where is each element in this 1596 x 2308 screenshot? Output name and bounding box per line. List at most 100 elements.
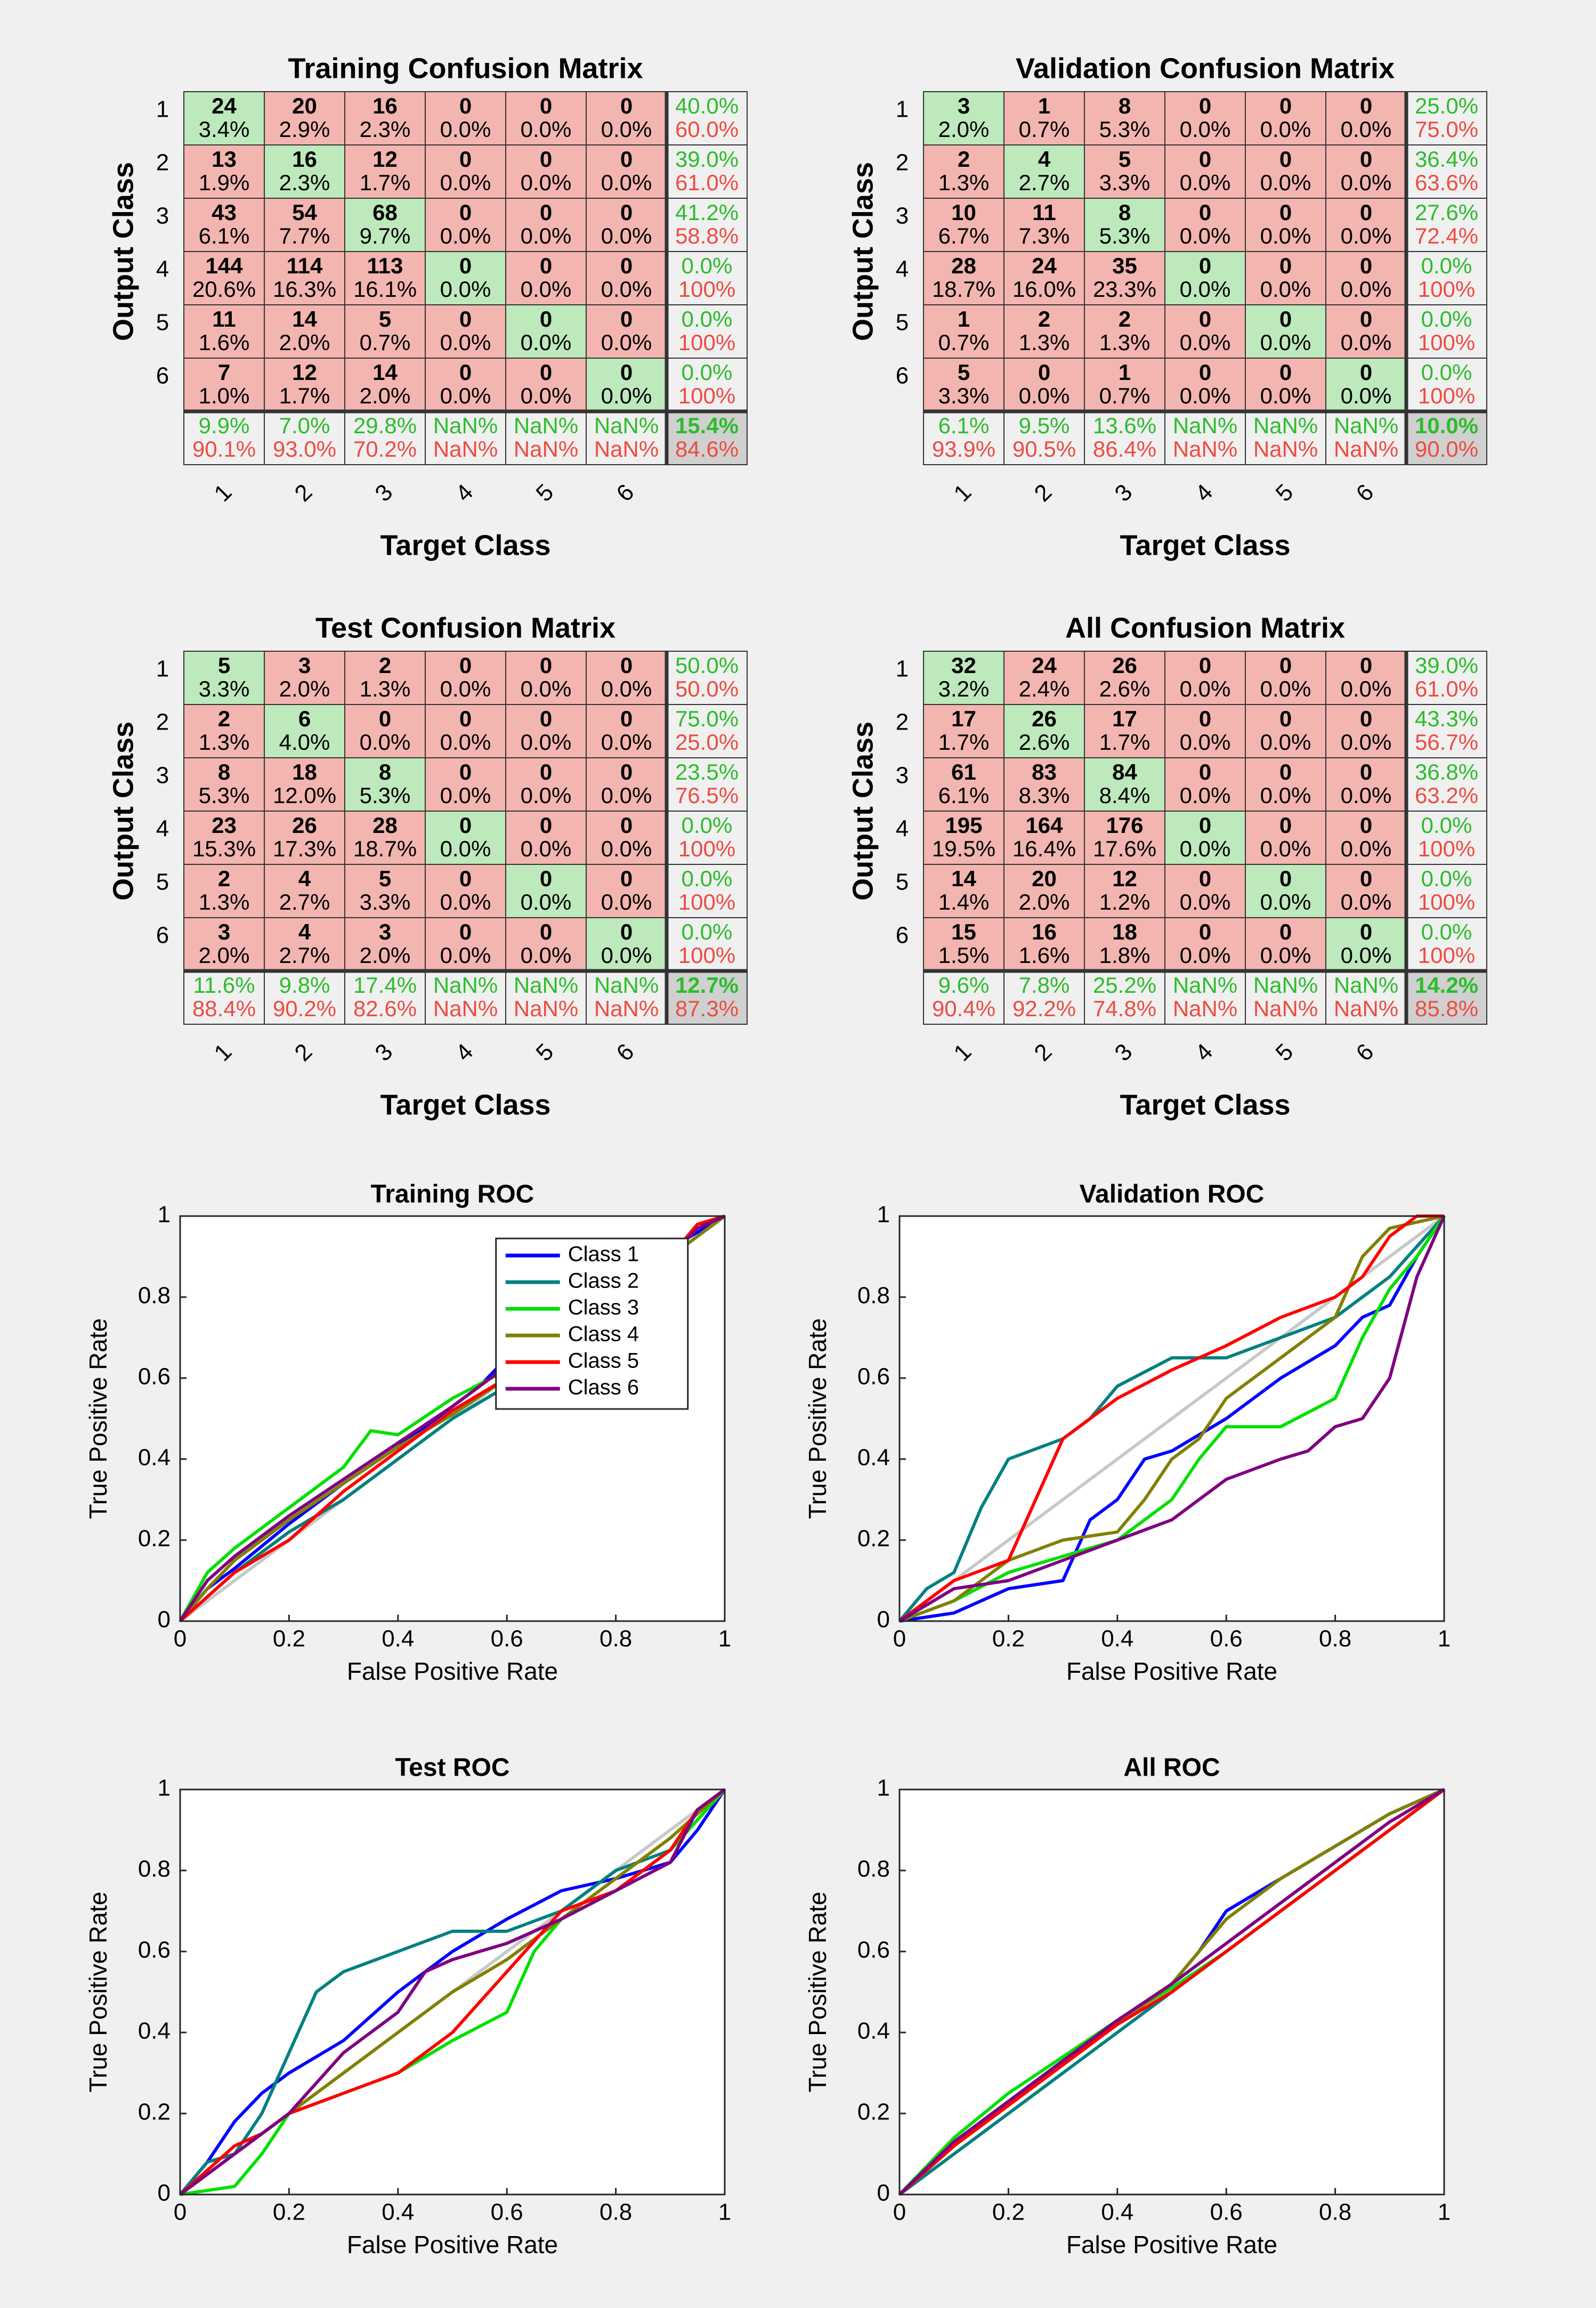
cell-top-value: 0 (540, 93, 552, 118)
matrix-ylabel: Output Class (107, 722, 139, 901)
cell-top-value: 29.8% (353, 413, 417, 438)
cell-top-value: 3 (218, 919, 230, 944)
cell-bottom-value: NaN% (1334, 996, 1398, 1021)
cell-bottom-value: 85.8% (1415, 996, 1478, 1021)
x-tick-label: 1 (1438, 1626, 1451, 1652)
cell-top-value: 0 (1279, 813, 1292, 838)
cell-bottom-value: 0.0% (1180, 783, 1231, 808)
cell-bottom-value: 12.0% (273, 783, 336, 808)
cell-top-value: NaN% (1253, 413, 1318, 438)
cell-top-value: 0 (540, 759, 552, 784)
axes-box (179, 1788, 726, 2196)
matrix-cell (344, 251, 426, 305)
matrix-cell (1325, 411, 1407, 465)
cell-top-value: 0 (1199, 253, 1211, 278)
x-tick-label: 0.2 (992, 2199, 1025, 2225)
matrix-cell (1003, 198, 1085, 252)
roc-title: Test ROC (395, 1754, 509, 1782)
matrix-cell (183, 651, 265, 705)
cell-bottom-value: 2.4% (1019, 676, 1070, 701)
cell-top-value: 5 (379, 306, 391, 331)
cell-top-value: 2 (379, 653, 391, 678)
cell-bottom-value: 0.0% (440, 730, 491, 755)
matrix-cell (1164, 91, 1246, 145)
matrix-cell (264, 91, 345, 145)
cell-top-value: 0 (540, 653, 552, 678)
cell-bottom-value: 0.7% (1019, 117, 1070, 142)
cell-top-value: 6 (298, 706, 311, 731)
cell-top-value: 0 (1199, 813, 1211, 838)
cell-bottom-value: 0.0% (1341, 117, 1392, 142)
x-tick-label: 0.6 (491, 2199, 523, 2225)
matrix-cell (1164, 198, 1246, 252)
x-tick-label: 0.4 (1101, 2199, 1133, 2225)
cell-bottom-value: 0.0% (601, 783, 652, 808)
output-class-tick: 5 (156, 869, 169, 895)
cell-top-value: NaN% (433, 413, 498, 438)
cell-bottom-value: 0.0% (521, 676, 572, 701)
cell-bottom-value: 0.0% (440, 170, 491, 195)
cell-bottom-value: 0.0% (1260, 383, 1311, 408)
cell-bottom-value: 100% (1418, 383, 1475, 408)
cell-top-value: 114 (287, 253, 323, 278)
matrix-cell (923, 91, 1004, 145)
cell-top-value: 0 (1199, 759, 1211, 784)
cell-bottom-value: 1.0% (199, 383, 250, 408)
cell-bottom-value: 2.7% (279, 889, 330, 914)
matrix-cell (1325, 144, 1407, 199)
matrix-cell (1003, 757, 1085, 812)
cell-top-value: 39.0% (675, 147, 739, 172)
matrix-cell (586, 91, 667, 145)
matrix-cell (923, 917, 1004, 971)
cell-bottom-value: NaN% (514, 436, 578, 461)
cell-bottom-value: 0.0% (1341, 943, 1392, 968)
cell-bottom-value: 0.0% (1341, 170, 1392, 195)
matrix-cell (425, 651, 506, 705)
cell-top-value: 11.6% (193, 973, 255, 998)
cell-bottom-value: 0.0% (1341, 730, 1392, 755)
cell-bottom-value: 0.0% (1341, 330, 1392, 355)
cell-top-value: 24 (1032, 253, 1057, 278)
matrix-cell (1003, 304, 1085, 359)
cell-top-value: 0 (540, 200, 552, 225)
cell-top-value: 36.4% (1415, 147, 1478, 172)
cell-bottom-value: 2.0% (1019, 889, 1070, 914)
cell-top-value: 0 (1199, 93, 1211, 118)
cell-bottom-value: 2.6% (1099, 676, 1151, 701)
cell-top-value: 9.9% (199, 413, 250, 438)
cell-top-value: 68 (372, 200, 398, 225)
cell-bottom-value: 90.5% (1012, 436, 1076, 461)
roc-panel: 0 0.2 0.4 0.6 0.8 1 0 0.2 0.4 0.6 0.8 1 Test ROC Fals… (84, 1754, 731, 2258)
cell-top-value: 0 (1360, 866, 1372, 891)
cell-bottom-value: 7.3% (1019, 223, 1070, 248)
cell-bottom-value: 100% (678, 330, 735, 355)
cell-bottom-value: 0.0% (1180, 330, 1231, 355)
cell-top-value: 4 (298, 919, 311, 944)
cell-top-value: 0 (1360, 759, 1372, 784)
cell-bottom-value: 3.4% (199, 117, 250, 142)
cell-top-value: 0 (459, 306, 472, 331)
cell-bottom-value: 1.3% (199, 730, 250, 755)
matrix-title: Validation Confusion Matrix (1016, 52, 1395, 84)
cell-bottom-value: 100% (678, 383, 735, 408)
cell-bottom-value: 5.3% (1099, 223, 1151, 248)
cell-top-value: 12.7% (675, 973, 739, 998)
cell-top-value: 0 (1279, 919, 1292, 944)
cell-top-value: 0 (620, 653, 633, 678)
cell-bottom-value: 16.3% (273, 277, 336, 302)
cell-bottom-value: 0.0% (521, 836, 572, 861)
cell-bottom-value: 0.0% (1260, 223, 1311, 248)
cell-bottom-value: 0.0% (1260, 117, 1311, 142)
cell-bottom-value: 0.0% (601, 170, 652, 195)
cell-top-value: 43 (212, 200, 237, 225)
cell-top-value: 0 (1360, 919, 1372, 944)
cell-top-value: 20 (1032, 866, 1057, 891)
cell-top-value: 0 (459, 759, 472, 784)
roc-curve-class-6 (898, 1788, 1445, 2196)
matrix-cell (1406, 757, 1487, 812)
cell-bottom-value: 0.0% (521, 223, 572, 248)
cell-bottom-value: 84.6% (675, 436, 739, 461)
cell-bottom-value: 1.6% (199, 330, 250, 355)
matrix-cell (1164, 917, 1246, 971)
cell-bottom-value: 0.0% (440, 943, 491, 968)
